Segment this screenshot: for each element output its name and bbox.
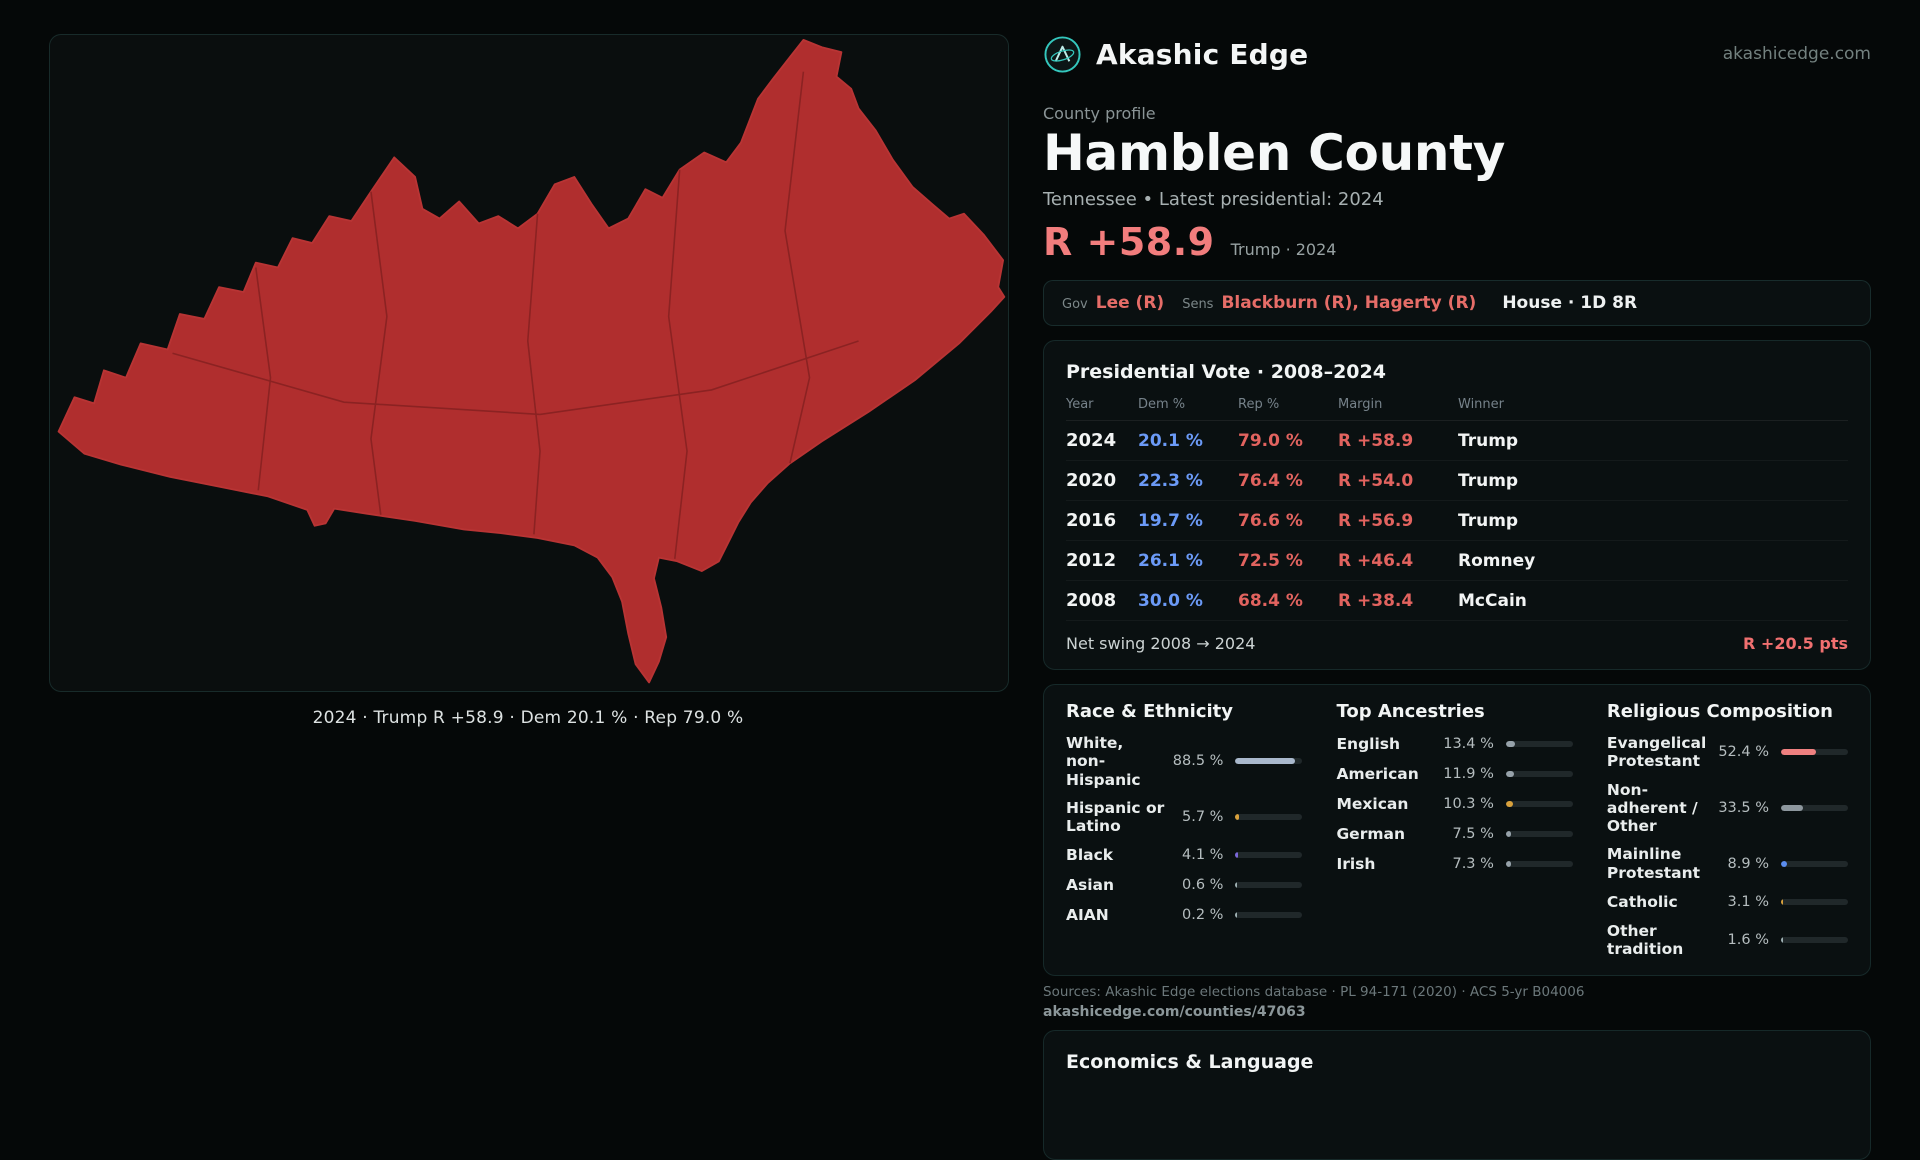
page: 2024 · Trump R +58.9 · Dem 20.1 % · Rep … bbox=[49, 34, 1871, 1160]
stat-bar bbox=[1781, 860, 1848, 867]
race-ethnicity-column: Race & Ethnicity White, non-Hispanic 88.… bbox=[1066, 701, 1303, 969]
stat-bar bbox=[1505, 801, 1573, 807]
stat-row: American 11.9 % bbox=[1336, 764, 1573, 784]
stat-row: Hispanic or Latino 5.7 % bbox=[1066, 799, 1303, 836]
stat-row: Black 4.1 % bbox=[1066, 845, 1303, 865]
presidential-card-title: Presidential Vote · 2008–2024 bbox=[1066, 361, 1386, 383]
net-swing-value: R +20.5 pts bbox=[1743, 634, 1848, 653]
stat-bar bbox=[1235, 758, 1303, 765]
demographics-card: Race & Ethnicity White, non-Hispanic 88.… bbox=[1043, 684, 1871, 976]
table-header-row: Year Dem % Rep % Margin Winner bbox=[1066, 397, 1848, 421]
house-delegation-value: House · 1D 8R bbox=[1502, 293, 1638, 313]
ancestries-title: Top Ancestries bbox=[1336, 701, 1485, 722]
senators-group: Sens Blackburn (R), Hagerty (R) bbox=[1182, 293, 1476, 313]
economics-card-title: Economics & Language bbox=[1066, 1050, 1314, 1073]
site-header: Akashic Edge akashicedge.com bbox=[1043, 30, 1871, 78]
senators-value: Blackburn (R), Hagerty (R) bbox=[1221, 293, 1477, 313]
race-ethnicity-title: Race & Ethnicity bbox=[1066, 701, 1233, 722]
stat-row: Mainline Protestant 8.9 % bbox=[1607, 845, 1848, 882]
governor-group: Gov Lee (R) bbox=[1062, 293, 1164, 313]
county-map-panel bbox=[49, 34, 1009, 692]
page-subtitle: Tennessee • Latest presidential: 2024 bbox=[1043, 189, 1384, 210]
map-section: 2024 · Trump R +58.9 · Dem 20.1 % · Rep … bbox=[49, 34, 1009, 728]
net-swing-label: Net swing 2008 → 2024 bbox=[1066, 634, 1256, 653]
stat-bar bbox=[1505, 861, 1573, 867]
governor-value: Lee (R) bbox=[1095, 293, 1165, 313]
stat-row: Other tradition 1.6 % bbox=[1607, 922, 1848, 959]
stat-row: Irish 7.3 % bbox=[1336, 854, 1573, 874]
table-row: 2012 26.1 % 72.5 % R +46.4 Romney bbox=[1066, 541, 1848, 581]
county-url-link[interactable]: akashicedge.com/counties/47063 bbox=[1043, 1003, 1306, 1020]
col-header-winner: Winner bbox=[1458, 397, 1505, 412]
site-domain-link[interactable]: akashicedge.com bbox=[1722, 44, 1871, 64]
page-title: Hamblen County bbox=[1043, 124, 1506, 182]
sources-block: Sources: Akashic Edge elections database… bbox=[1043, 984, 1871, 1020]
map-caption: 2024 · Trump R +58.9 · Dem 20.1 % · Rep … bbox=[312, 708, 744, 728]
religion-title: Religious Composition bbox=[1606, 701, 1833, 722]
stat-row: English 13.4 % bbox=[1336, 734, 1573, 754]
brand: Akashic Edge bbox=[1043, 35, 1308, 74]
stat-bar bbox=[1235, 882, 1303, 889]
stat-bar bbox=[1235, 912, 1303, 919]
stat-row: Catholic 3.1 % bbox=[1607, 892, 1848, 912]
presidential-vote-card: Presidential Vote · 2008–2024 Year Dem %… bbox=[1043, 340, 1871, 670]
eyebrow-label: County profile bbox=[1043, 104, 1156, 123]
table-row: 2016 19.7 % 76.6 % R +56.9 Trump bbox=[1066, 501, 1848, 541]
stat-bar bbox=[1781, 749, 1848, 756]
governor-label: Gov bbox=[1062, 297, 1088, 312]
headline-margin-row: R +58.9 Trump · 2024 bbox=[1043, 220, 1871, 264]
headline-margin-context: Trump · 2024 bbox=[1230, 240, 1337, 259]
stat-row: Evangelical Protestant 52.4 % bbox=[1607, 734, 1848, 771]
col-header-rep: Rep % bbox=[1238, 397, 1280, 412]
ancestries-column: Top Ancestries English 13.4 % American 1… bbox=[1336, 701, 1573, 969]
stat-bar bbox=[1505, 771, 1573, 777]
sources-line: Sources: Akashic Edge elections database… bbox=[1043, 983, 1585, 1000]
precinct-boundaries bbox=[172, 71, 859, 559]
stat-row: Mexican 10.3 % bbox=[1336, 794, 1573, 814]
stat-row: AIAN 0.2 % bbox=[1066, 905, 1303, 925]
net-swing-row: Net swing 2008 → 2024 R +20.5 pts bbox=[1066, 621, 1848, 653]
stat-bar bbox=[1505, 741, 1573, 747]
brand-name: Akashic Edge bbox=[1096, 37, 1309, 71]
officials-bar: Gov Lee (R) Sens Blackburn (R), Hagerty … bbox=[1043, 280, 1871, 326]
stat-bar bbox=[1505, 831, 1573, 837]
stat-bar bbox=[1235, 814, 1303, 821]
religion-column: Religious Composition Evangelical Protes… bbox=[1607, 701, 1848, 969]
table-row: 2008 30.0 % 68.4 % R +38.4 McCain bbox=[1066, 581, 1848, 621]
stat-row: Non-adherent / Other 33.5 % bbox=[1607, 781, 1848, 836]
headline-margin-value: R +58.9 bbox=[1043, 220, 1215, 264]
brand-logo-icon bbox=[1043, 35, 1082, 74]
stat-bar bbox=[1235, 852, 1303, 859]
stat-row: German 7.5 % bbox=[1336, 824, 1573, 844]
stat-bar bbox=[1781, 937, 1848, 944]
table-row: 2024 20.1 % 79.0 % R +58.9 Trump bbox=[1066, 421, 1848, 461]
economics-card: Economics & Language bbox=[1043, 1029, 1871, 1160]
col-header-dem: Dem % bbox=[1138, 397, 1186, 412]
county-map bbox=[57, 38, 1006, 684]
profile-section: Akashic Edge akashicedge.com County prof… bbox=[1043, 30, 1871, 1160]
col-header-year: Year bbox=[1066, 397, 1094, 412]
col-header-margin: Margin bbox=[1338, 397, 1383, 412]
stat-row: White, non-Hispanic 88.5 % bbox=[1066, 734, 1303, 789]
table-row: 2020 22.3 % 76.4 % R +54.0 Trump bbox=[1066, 461, 1848, 501]
stat-row: Asian 0.6 % bbox=[1066, 875, 1303, 895]
stat-bar bbox=[1781, 898, 1848, 905]
county-shape bbox=[57, 38, 1006, 684]
senators-label: Sens bbox=[1182, 297, 1214, 312]
stat-bar bbox=[1781, 804, 1848, 811]
